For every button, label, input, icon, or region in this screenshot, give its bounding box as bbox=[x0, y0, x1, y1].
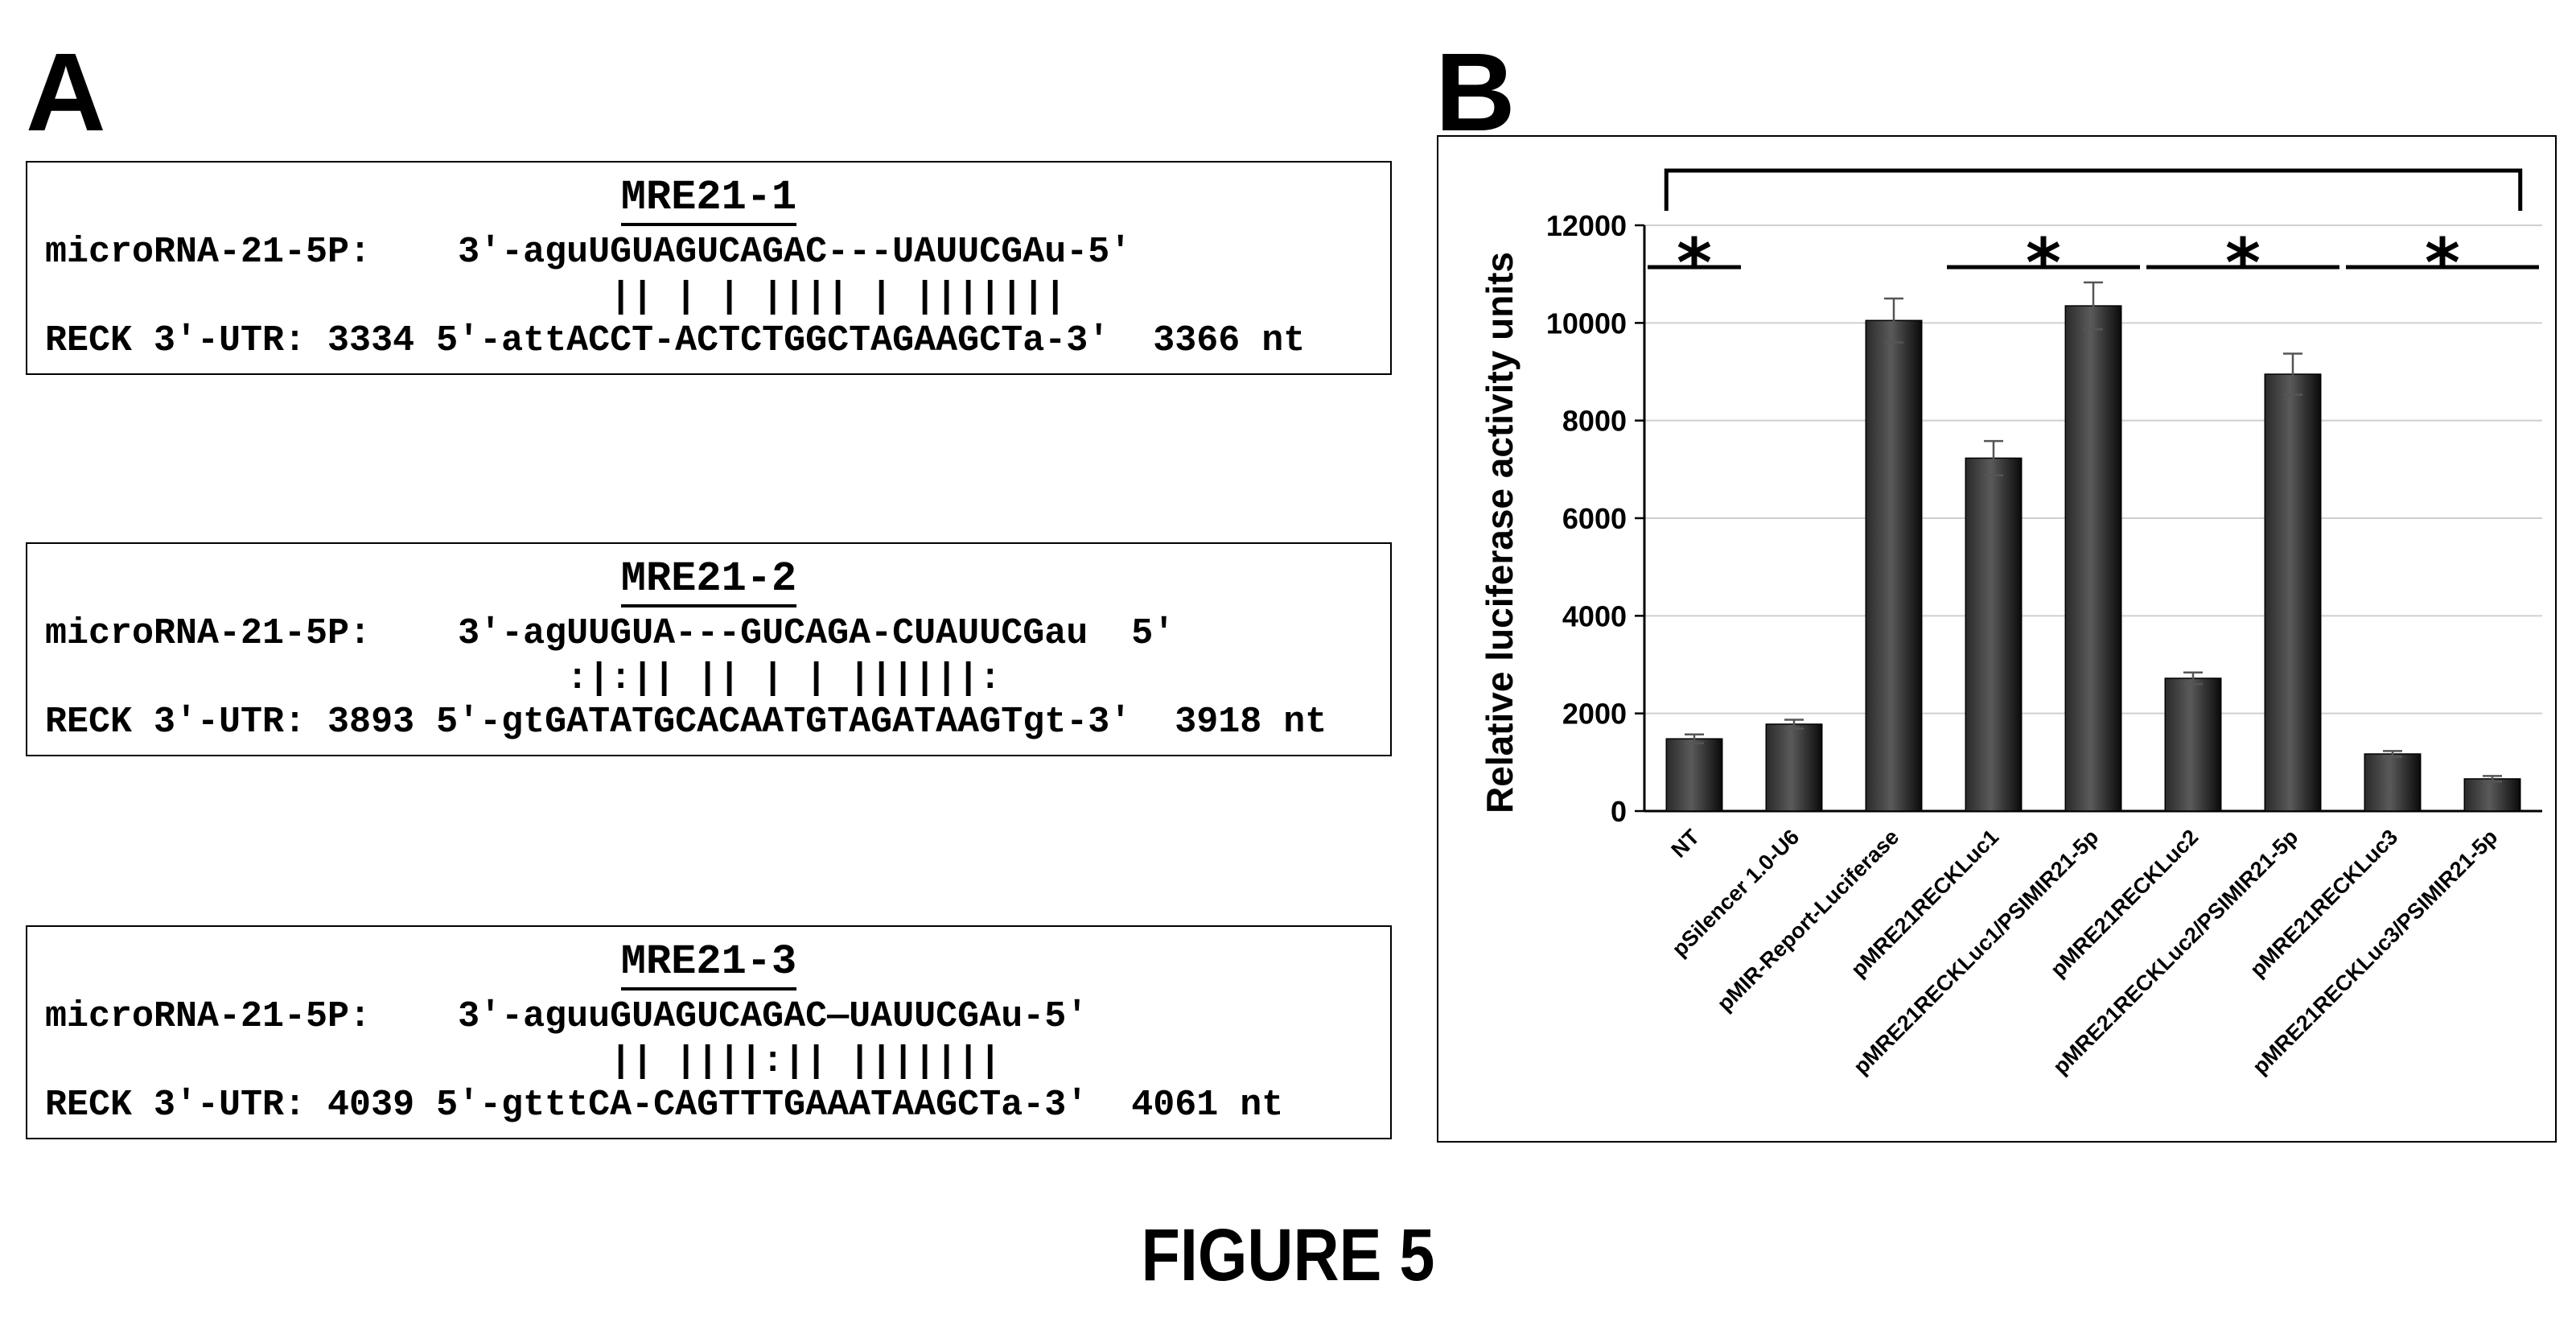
mirna-sequence-line: microRNA-21-5P: 3′-agUUGUA---GUCAGA-CUAU… bbox=[45, 613, 1175, 654]
y-tick-label: 8000 bbox=[1562, 405, 1627, 438]
x-tick-label: NT bbox=[1667, 825, 1705, 863]
significance-asterisk: * bbox=[2026, 224, 2061, 303]
bar bbox=[2264, 373, 2322, 812]
y-tick-label: 10000 bbox=[1546, 307, 1627, 340]
y-tick-label: 6000 bbox=[1562, 502, 1627, 535]
y-tick-label: 2000 bbox=[1562, 698, 1627, 731]
utr-sequence-line: RECK 3′-UTR: 3893 5′-gtGATATGCACAATGTAGA… bbox=[45, 702, 1327, 743]
significance-bracket bbox=[1664, 168, 2523, 211]
pairing-line: || ||||:|| ||||||| bbox=[45, 1041, 1002, 1082]
bar bbox=[1765, 723, 1823, 812]
pairing-line: || | | |||| | ||||||| bbox=[45, 277, 1067, 318]
bar bbox=[2364, 753, 2422, 812]
bar bbox=[1865, 319, 1923, 812]
y-axis-label: Relative luciferase activity units bbox=[1479, 252, 1520, 813]
alignment-box-mre21-3: MRE21-3 microRNA-21-5P: 3′-aguuGUAGUCAGA… bbox=[26, 925, 1392, 1139]
bar bbox=[1965, 457, 2023, 812]
significance-asterisk: * bbox=[1677, 224, 1712, 303]
panel-b-letter: B bbox=[1435, 31, 1516, 154]
bar bbox=[2064, 305, 2122, 812]
mirna-sequence-line: microRNA-21-5P: 3′-aguuGUAGUCAGAC—UAUUCG… bbox=[45, 996, 1088, 1037]
bar bbox=[1665, 738, 1723, 812]
figure-caption: FIGURE 5 bbox=[1141, 1214, 1435, 1296]
luciferase-chart-frame: 0 2000 4000 6000 8000 10000 12000 Relative luci… bbox=[1437, 135, 2557, 1143]
utr-sequence-line: RECK 3′-UTR: 4039 5′-gtttCA-CAGTTTGAAATA… bbox=[45, 1085, 1284, 1126]
bar bbox=[2164, 677, 2222, 812]
x-tick-label: pMIR-Report-Luciferase bbox=[1713, 825, 1904, 1016]
alignment-box-mre21-2: MRE21-2 microRNA-21-5P: 3′-agUUGUA---GUC… bbox=[26, 542, 1392, 756]
utr-sequence-line: RECK 3′-UTR: 3334 5′-attACCT-ACTCTGGCTAG… bbox=[45, 320, 1306, 361]
alignment-box-mre21-1: MRE21-1 microRNA-21-5P: 3′-aguUGUAGUCAGA… bbox=[26, 161, 1392, 375]
mirna-sequence-line: microRNA-21-5P: 3′-aguUGUAGUCAGAC---UAUU… bbox=[45, 232, 1132, 273]
bar bbox=[2463, 778, 2521, 812]
significance-asterisk: * bbox=[2225, 224, 2261, 303]
pairing-line: :|:|| || | | ||||||: bbox=[45, 658, 1002, 699]
y-tick-label: 4000 bbox=[1562, 599, 1627, 632]
alignment-title: MRE21-2 bbox=[620, 555, 797, 607]
y-tick-label: 12000 bbox=[1546, 209, 1627, 242]
alignment-title: MRE21-3 bbox=[620, 938, 797, 990]
y-tick-label: 0 bbox=[1611, 795, 1627, 828]
alignment-title: MRE21-1 bbox=[620, 174, 797, 226]
panel-a-letter: A bbox=[26, 31, 106, 154]
significance-asterisk: * bbox=[2425, 224, 2460, 303]
luciferase-bar-chart: 0 2000 4000 6000 8000 10000 12000 Relative luci… bbox=[1479, 168, 2542, 1079]
